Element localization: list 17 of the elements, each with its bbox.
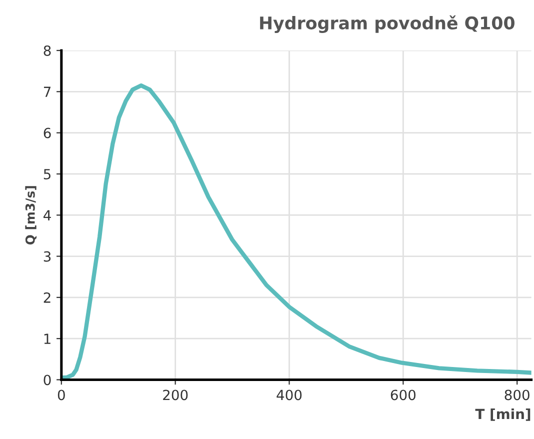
x-tick-label: 600 — [390, 390, 416, 400]
x-tick-label: 800 — [504, 390, 530, 400]
y-tick-label: 1 — [44, 334, 50, 344]
y-tick-label: 2 — [44, 292, 50, 303]
y-tick-label: 7 — [44, 86, 50, 97]
chart-title: Hydrogram povodně Q100 — [260, 15, 514, 33]
y-tick-label: 3 — [44, 251, 51, 262]
x-tick-label: 200 — [163, 390, 188, 400]
y-tick-label: 0 — [44, 374, 51, 386]
x-tick-label: 400 — [276, 390, 302, 400]
y-tick-label: 4 — [44, 210, 51, 220]
y-tick-label: 8 — [44, 45, 51, 56]
y-axis-title: Q [m3/s] — [25, 186, 37, 245]
x-axis-title: T [min] — [475, 408, 530, 421]
x-tick-label: 0 — [58, 390, 65, 400]
y-tick-label: 6 — [44, 128, 51, 138]
y-tick-label: 5 — [44, 169, 50, 180]
